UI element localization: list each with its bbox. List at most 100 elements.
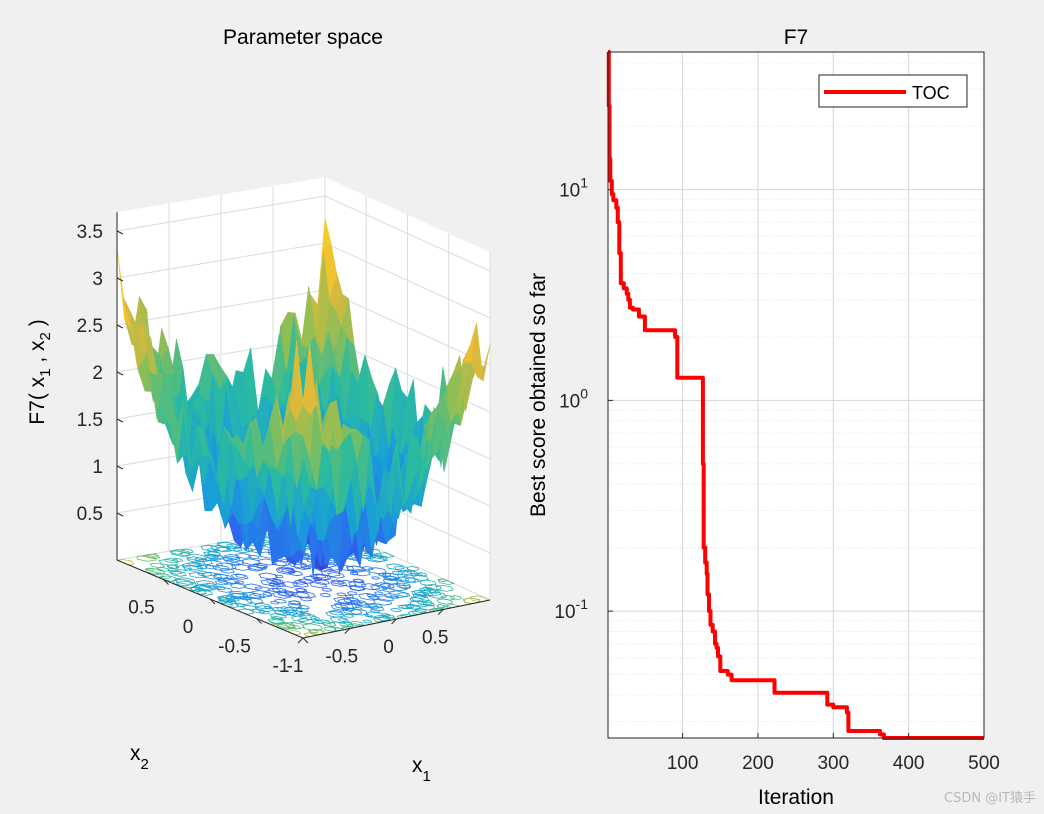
axis-ticks: 100 200 300 400 500 101 100 10-1 <box>554 175 999 774</box>
contour-line <box>181 562 204 571</box>
contour-line <box>426 591 447 599</box>
contour-line <box>272 560 288 567</box>
legend-label-toc: TOC <box>912 83 950 103</box>
contour-line <box>376 595 395 602</box>
contour-line <box>346 591 358 596</box>
contour-line <box>308 629 319 634</box>
contour-line <box>370 553 384 559</box>
contour-line <box>212 573 234 582</box>
contour-line <box>415 591 428 597</box>
contour-line <box>297 618 315 625</box>
contour-line <box>241 558 261 566</box>
contour-line <box>212 564 231 572</box>
contour-line <box>170 570 187 577</box>
contour-line <box>254 605 275 613</box>
z-tick-label: 3.5 <box>77 222 103 243</box>
contour-line <box>366 555 386 563</box>
z-tick-label: 1.5 <box>77 410 103 431</box>
contour-line <box>349 608 369 616</box>
y-tick-label: 100 <box>559 385 588 412</box>
contour-line <box>294 587 306 593</box>
contour-line <box>364 603 379 609</box>
contour-line <box>215 562 237 570</box>
contour-line <box>290 615 310 623</box>
contour-line <box>368 554 389 562</box>
surface-plot-title: Parameter space <box>223 26 383 49</box>
x-tick-label: 300 <box>817 753 849 774</box>
contour-line <box>368 595 380 600</box>
contour-line <box>158 558 179 566</box>
contour-line <box>287 602 303 609</box>
contour-line <box>398 584 411 590</box>
contour-line <box>284 621 305 630</box>
contour-line <box>366 593 377 598</box>
contour-line <box>194 583 217 592</box>
contour-line <box>219 568 235 574</box>
contour-line <box>419 579 437 587</box>
contour-line <box>449 595 463 600</box>
y-tick-label: 10-1 <box>554 596 588 623</box>
z-tick <box>116 230 124 235</box>
x2-tick-label: 0.5 <box>128 598 154 619</box>
contour-line <box>330 579 345 585</box>
z-ticks: 0.5 1 1.5 2 2.5 3 3.5 <box>77 212 124 560</box>
contour-line <box>416 572 428 577</box>
contour-line <box>180 548 194 554</box>
x2-tick-label: -0.5 <box>218 637 251 658</box>
contour-line <box>410 595 430 603</box>
contour-line <box>417 603 436 611</box>
contour-line <box>361 566 374 571</box>
contour-line <box>422 601 436 607</box>
x2-tick-label: 0 <box>183 617 194 638</box>
contour-line <box>234 552 252 559</box>
contour-line <box>333 596 353 604</box>
contour-line <box>265 578 285 585</box>
contour-line <box>174 577 197 585</box>
contour-line <box>276 590 294 597</box>
convergence-plot-title: F7 <box>784 26 809 49</box>
x-tick-label: 500 <box>968 753 1000 774</box>
contour-line <box>295 591 317 599</box>
contour-line <box>292 581 310 588</box>
z-tick <box>116 418 124 423</box>
contour-line <box>228 590 249 598</box>
contour-line <box>362 619 373 624</box>
contour-line <box>338 621 354 628</box>
contour-line <box>262 592 273 596</box>
contour-line <box>412 593 427 599</box>
contour-line <box>371 576 381 580</box>
contour-line <box>346 565 364 572</box>
x2-tick-label: -1 <box>273 656 290 677</box>
contour-line <box>217 594 240 603</box>
contour-line <box>182 564 203 572</box>
contour-line <box>275 582 287 588</box>
x1-tick <box>344 628 351 634</box>
contour-line <box>391 570 404 576</box>
contour-line <box>390 607 402 613</box>
contour-line <box>186 556 205 563</box>
legend[interactable]: TOC <box>818 74 968 108</box>
contour-line <box>167 569 183 575</box>
contour-line <box>309 581 328 589</box>
contour-line <box>149 562 165 569</box>
x1-tick-label: 0.5 <box>422 628 448 649</box>
contour-line <box>225 597 237 602</box>
x2-tick <box>256 618 262 624</box>
contour-line <box>281 568 296 574</box>
contour-line <box>241 591 263 600</box>
contour-line <box>325 610 345 618</box>
contour-line <box>202 582 219 589</box>
plot-frame <box>607 51 985 739</box>
series-toc <box>606 50 984 740</box>
contour-line <box>271 579 282 584</box>
contour-line <box>385 563 405 571</box>
contour-line <box>275 567 296 575</box>
contour-line <box>276 621 296 629</box>
contour-line <box>156 567 170 572</box>
contour-line <box>141 553 159 559</box>
x2-tick <box>209 598 216 605</box>
contour-line <box>200 544 221 552</box>
z-tick-label: 2 <box>92 363 103 384</box>
toc-line <box>606 50 984 740</box>
